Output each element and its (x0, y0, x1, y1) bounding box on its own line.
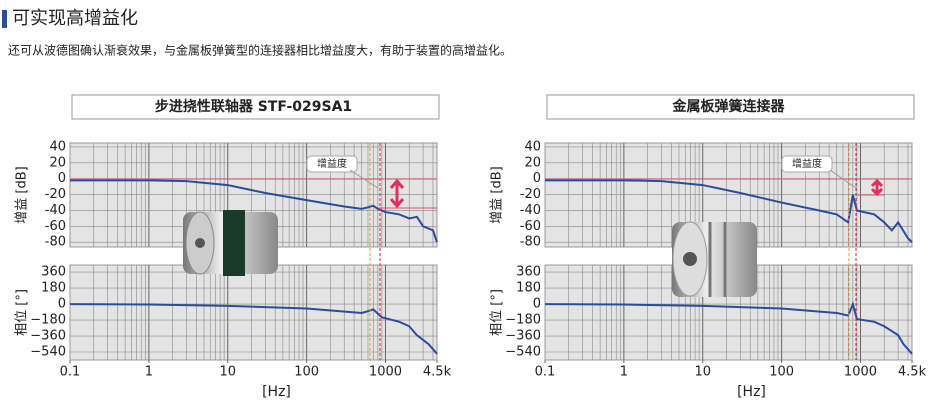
y-tick-label: 180 (516, 281, 541, 296)
markers (70, 143, 912, 360)
y-tick-label: −360 (30, 329, 66, 344)
annotation-box (306, 155, 358, 173)
y-tick-label: -40 (45, 203, 66, 218)
y-tick-label: 0 (58, 171, 66, 186)
description: 还可从波德图确认渐衰效果，与金属板弹簧型的连接器相比增益度大，有助于装置的高增益… (8, 43, 512, 58)
y-tick-label: −180 (505, 313, 541, 328)
y-tick-label: −180 (30, 313, 66, 328)
x-tick-label: 4.5k (423, 365, 452, 380)
x-tick-label: 1 (145, 365, 153, 380)
x-axis-label: [Hz] (737, 384, 766, 400)
y-tick-label: -20 (520, 187, 541, 202)
x-tick-label: 10 (694, 365, 711, 380)
chart-title: 步进挠性联轴器 STF-029SA1 (155, 98, 352, 115)
y-tick-label: 0 (533, 171, 541, 186)
y-tick-label: -60 (45, 219, 66, 234)
data-line (69, 303, 438, 355)
y-tick-label: -80 (45, 235, 66, 250)
page-title: 可实现高增益化 (12, 8, 138, 29)
annotation: 增益度 (792, 157, 822, 170)
data-line (545, 179, 913, 243)
title-box (546, 94, 915, 120)
y-axis-label: 增益 [dB] (15, 166, 30, 223)
y-tick-label: 40 (524, 139, 541, 154)
y-tick-label: 360 (516, 265, 541, 280)
y-tick-label: 180 (41, 281, 66, 296)
title-bar (2, 10, 7, 28)
title-box (71, 94, 440, 120)
y-tick-label: 0 (58, 297, 66, 312)
y-tick-label: -60 (520, 219, 541, 234)
y-tick-label: -20 (45, 187, 66, 202)
product-photo-right (672, 221, 757, 297)
x-tick-label: 0.1 (60, 365, 81, 380)
y-tick-label: 20 (49, 155, 66, 170)
y-tick-label: 40 (49, 139, 66, 154)
x-tick-label: 1000 (844, 365, 877, 380)
x-tick-label: 10 (219, 365, 236, 380)
x-tick-label: 100 (294, 365, 319, 380)
annotation-box (781, 155, 833, 173)
y-tick-label: −540 (30, 345, 66, 360)
annotation: 增益度 (317, 157, 347, 170)
x-tick-label: 1000 (369, 365, 402, 380)
x-tick-label: 4.5k (898, 365, 927, 380)
y-axis-label: 增益 [dB] (490, 166, 505, 223)
data-line (70, 179, 438, 243)
x-tick-label: 1 (620, 365, 628, 380)
x-tick-label: 0.1 (535, 365, 556, 380)
y-tick-label: -80 (520, 235, 541, 250)
product-photo-left (183, 210, 278, 276)
y-axis-label: 相位 [°] (15, 289, 30, 336)
x-axis-label: [Hz] (262, 384, 291, 400)
chart-title: 金属板弹簧连接器 (672, 98, 786, 115)
y-tick-label: 20 (524, 155, 541, 170)
y-tick-label: −540 (505, 345, 541, 360)
y-tick-label: 0 (533, 297, 541, 312)
data-line (544, 300, 913, 355)
y-tick-label: -40 (520, 203, 541, 218)
y-tick-label: −360 (505, 329, 541, 344)
y-axis-label: 相位 [°] (490, 289, 505, 336)
y-tick-label: 360 (41, 265, 66, 280)
x-tick-label: 100 (769, 365, 794, 380)
